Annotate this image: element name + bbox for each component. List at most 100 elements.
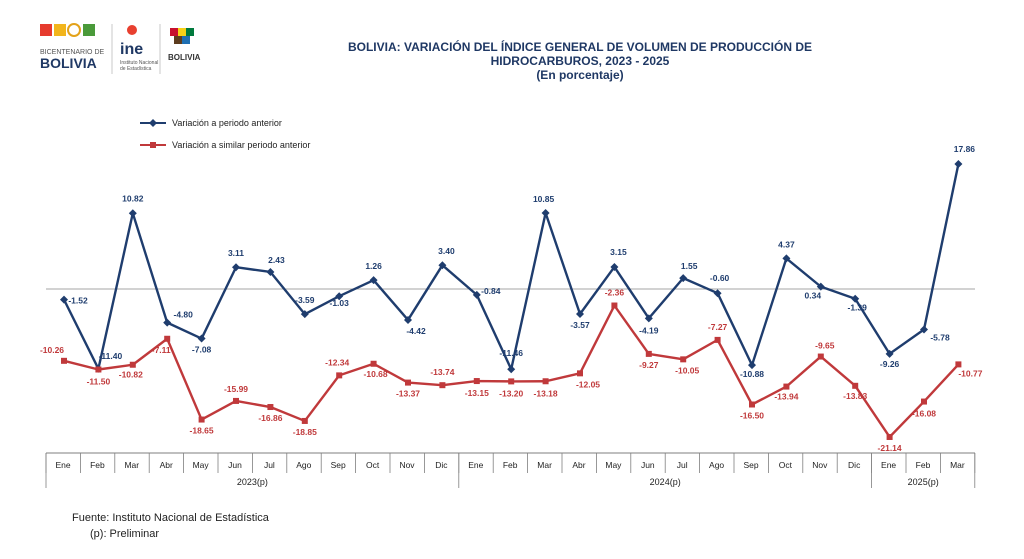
x-tick-label: Oct: [366, 460, 380, 470]
data-label: -1.52: [68, 296, 88, 306]
x-tick-label: Jun: [228, 460, 242, 470]
data-point-diamond: [851, 294, 860, 303]
data-label: -11.50: [87, 377, 111, 387]
data-label: 10.82: [122, 193, 144, 203]
legend: Variación a periodo anterior Variación a…: [140, 112, 310, 156]
x-tick-label: Ene: [468, 460, 483, 470]
data-label: -1.03: [330, 298, 350, 308]
data-label: -12.34: [325, 357, 349, 367]
data-label: -4.80: [174, 310, 194, 320]
data-label: -9.27: [639, 360, 659, 370]
data-point-diamond: [610, 262, 619, 271]
data-label: -10.77: [958, 368, 982, 378]
data-point-diamond: [644, 314, 653, 323]
ine-caption-2: de Estadística: [120, 66, 152, 72]
data-label: -13.20: [499, 388, 523, 398]
data-point-diamond: [128, 209, 137, 218]
data-label: -21.14: [878, 443, 902, 453]
estado-caption: BOLIVIA: [168, 53, 201, 62]
x-tick-label: Oct: [779, 460, 793, 470]
x-tick-label: Ago: [709, 460, 724, 470]
data-point-square: [680, 356, 687, 363]
data-label: 3.11: [228, 248, 244, 258]
data-point-square: [783, 383, 790, 390]
legend-marker-square-icon: [140, 142, 166, 148]
data-label: -16.86: [258, 413, 282, 423]
chart-title-line-1: BOLIVIA: VARIACIÓN DEL ÍNDICE GENERAL DE…: [347, 40, 813, 54]
data-label: -0.60: [710, 273, 730, 283]
x-tick-label: May: [605, 460, 622, 470]
data-label: -3.59: [295, 295, 315, 305]
data-point-square: [508, 378, 515, 385]
x-tick-label: Dic: [435, 460, 448, 470]
data-point-diamond: [197, 334, 206, 343]
data-point-square: [370, 360, 377, 367]
data-label: -10.88: [740, 369, 764, 379]
data-point-square: [405, 379, 411, 386]
data-label: -15.99: [224, 384, 248, 394]
data-point-diamond: [920, 325, 928, 334]
data-point-diamond: [507, 365, 516, 374]
legend-label-series-2: Variación a similar periodo anterior: [172, 140, 311, 150]
data-label: -5.78: [930, 332, 950, 342]
data-label: 1.26: [365, 261, 382, 271]
data-label: -1.39: [848, 303, 868, 313]
data-label: -13.94: [774, 392, 798, 402]
data-point-square: [749, 401, 755, 408]
data-point-diamond: [163, 318, 172, 327]
data-point-square: [817, 353, 824, 360]
x-tick-label: Sep: [331, 460, 346, 470]
bicentenario-main-text: BOLIVIA: [40, 55, 97, 71]
chart-subtitle: (En porcentaje): [536, 68, 624, 82]
estado-plurinacional-logo: BOLIVIA: [168, 28, 201, 62]
data-label: -7.08: [192, 345, 212, 355]
source-note: Fuente: Instituto Nacional de Estadístic…: [72, 510, 269, 542]
data-label: -13.37: [396, 389, 420, 399]
x-tick-label: Nov: [399, 460, 415, 470]
data-label: -4.42: [406, 326, 426, 336]
data-point-diamond: [748, 361, 756, 370]
x-tick-label: Jun: [641, 460, 655, 470]
data-point-square: [439, 382, 446, 389]
data-label: -11.40: [99, 351, 123, 361]
data-point-diamond: [335, 292, 344, 301]
data-point-square: [577, 370, 583, 377]
data-point-diamond: [816, 282, 825, 291]
x-tick-label: Nov: [812, 460, 828, 470]
data-point-square: [886, 433, 893, 440]
x-tick-label: May: [193, 460, 210, 470]
legend-label-series-1: Variación a periodo anterior: [172, 118, 282, 128]
data-label: -10.05: [675, 365, 699, 375]
x-tick-label: Feb: [503, 460, 518, 470]
data-label: -13.83: [843, 391, 867, 401]
data-label: -13.18: [534, 388, 558, 398]
data-point-diamond: [541, 209, 550, 218]
data-point-square: [267, 404, 274, 411]
year-group-label: 2024(p): [650, 477, 681, 487]
x-tick-label: Mar: [950, 460, 965, 470]
legend-item-series-1: Variación a periodo anterior: [140, 112, 310, 134]
data-point-diamond: [885, 349, 894, 358]
data-point-diamond: [713, 289, 722, 298]
data-label: -0.84: [481, 286, 501, 296]
legend-marker-diamond-icon: [140, 119, 166, 127]
data-point-diamond: [954, 159, 963, 168]
bicentenario-logo: BICENTENARIO DE BOLIVIA: [40, 23, 105, 71]
ine-label: ine: [120, 41, 143, 58]
data-point-square: [164, 335, 171, 342]
data-point-square: [233, 397, 239, 404]
data-label: 0.34: [805, 291, 822, 301]
data-label: -10.82: [119, 370, 143, 380]
source-text: Fuente: Instituto Nacional de Estadístic…: [72, 512, 269, 524]
data-point-square: [645, 350, 652, 357]
data-label: -13.15: [465, 388, 489, 398]
data-label: -9.26: [880, 359, 900, 369]
data-label: -7.11: [152, 345, 171, 355]
data-point-square: [95, 366, 102, 373]
data-point-diamond: [266, 267, 275, 276]
x-tick-label: Mar: [537, 460, 552, 470]
data-point-diamond: [438, 261, 447, 270]
data-label: -13.74: [430, 367, 454, 377]
data-label: 17.86: [954, 144, 976, 154]
